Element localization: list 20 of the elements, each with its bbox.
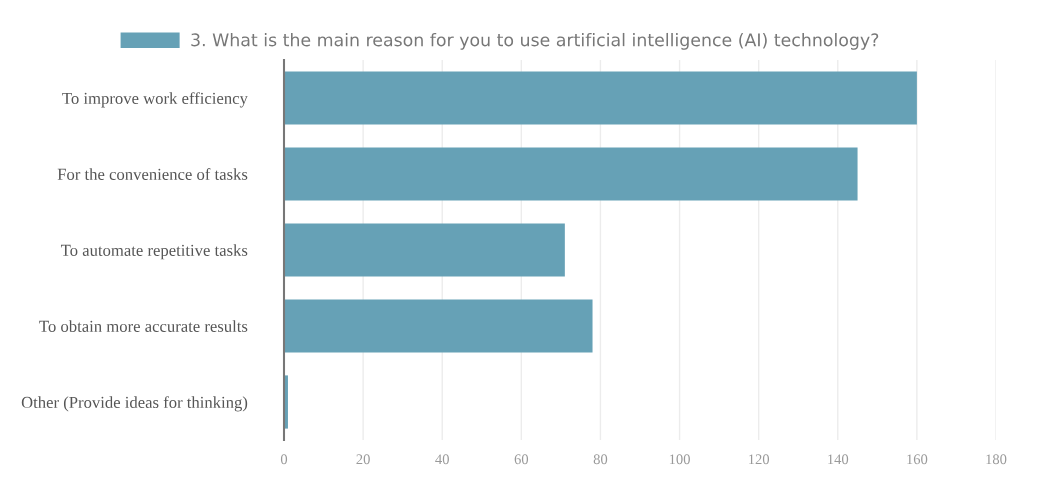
x-tick-label: 20: [356, 454, 370, 465]
x-tick-label: 40: [435, 454, 449, 465]
x-tick-label: 0: [280, 454, 288, 465]
y-tick-label: For the convenience of tasks: [57, 168, 248, 180]
x-tick-label: 80: [593, 454, 608, 465]
legend-label: 3. What is the main reason for you to use artificial intelligence (AI) technology?: [191, 32, 879, 50]
x-tick-label: 100: [669, 454, 690, 465]
bar: [284, 299, 593, 353]
x-tick-label: 180: [986, 454, 1007, 465]
bar: [284, 147, 858, 201]
y-tick-label: To improve work efficiency: [62, 92, 248, 108]
bar: [284, 71, 917, 125]
y-tick-label: To obtain more accurate results: [39, 320, 248, 332]
x-tick-label: 60: [514, 454, 529, 465]
y-tick-label: Other (Provide ideas for thinking): [21, 396, 248, 412]
bar: [284, 223, 565, 277]
x-tick-label: 120: [749, 454, 770, 465]
y-tick-label: To automate repetitive tasks: [60, 244, 248, 260]
x-tick-label: 160: [907, 454, 928, 465]
x-tick-label: 140: [828, 454, 849, 465]
